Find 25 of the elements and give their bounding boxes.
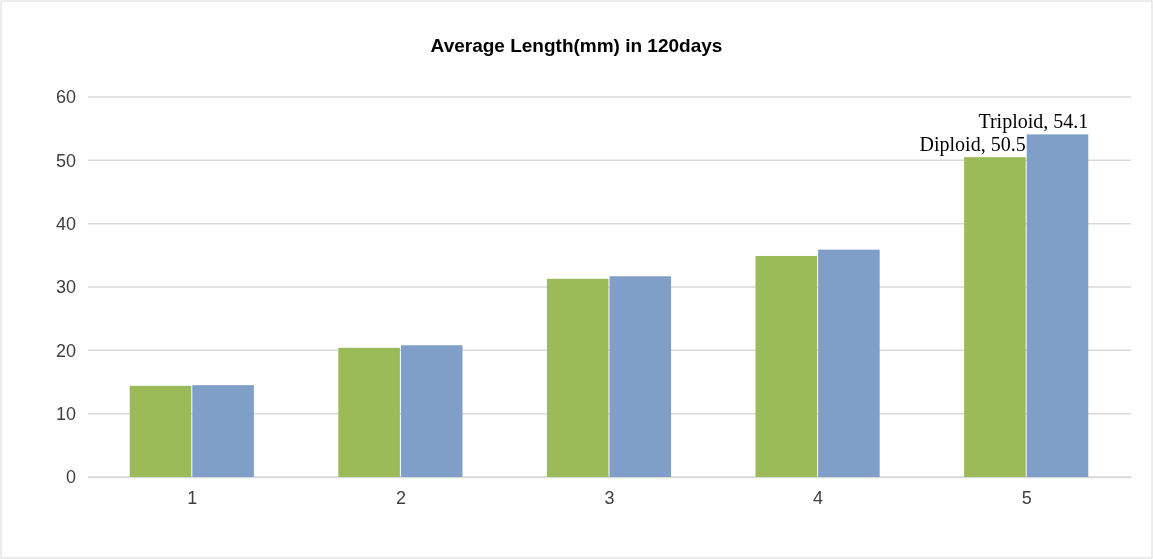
x-tick-label: 3: [604, 487, 615, 508]
y-tick-label: 30: [55, 277, 76, 298]
data-label: Diploid, 50.5: [919, 133, 1026, 157]
bar: [400, 345, 463, 477]
bar: [338, 347, 400, 477]
data-label: Triploid, 54.1: [978, 110, 1089, 134]
bar: [129, 385, 192, 477]
y-tick-label: 40: [55, 213, 76, 234]
bar: [1026, 134, 1089, 477]
bar: [192, 385, 254, 477]
y-tick-label: 60: [55, 87, 76, 108]
y-tick-label: 10: [55, 403, 76, 424]
y-tick-label: 20: [55, 340, 76, 361]
x-tick-label: 1: [187, 487, 198, 508]
bar: [755, 255, 818, 477]
x-tick-label: 5: [1021, 487, 1032, 508]
bar: [609, 276, 672, 477]
x-tick-label: 4: [813, 487, 824, 508]
chart-title: Average Length(mm) in 120days: [430, 35, 723, 56]
bar: [818, 249, 880, 477]
x-tick-label: 2: [395, 487, 406, 508]
bar: [546, 278, 609, 477]
y-tick-label: 50: [55, 150, 76, 171]
bar: [964, 157, 1026, 477]
y-tick-label: 0: [65, 467, 76, 488]
